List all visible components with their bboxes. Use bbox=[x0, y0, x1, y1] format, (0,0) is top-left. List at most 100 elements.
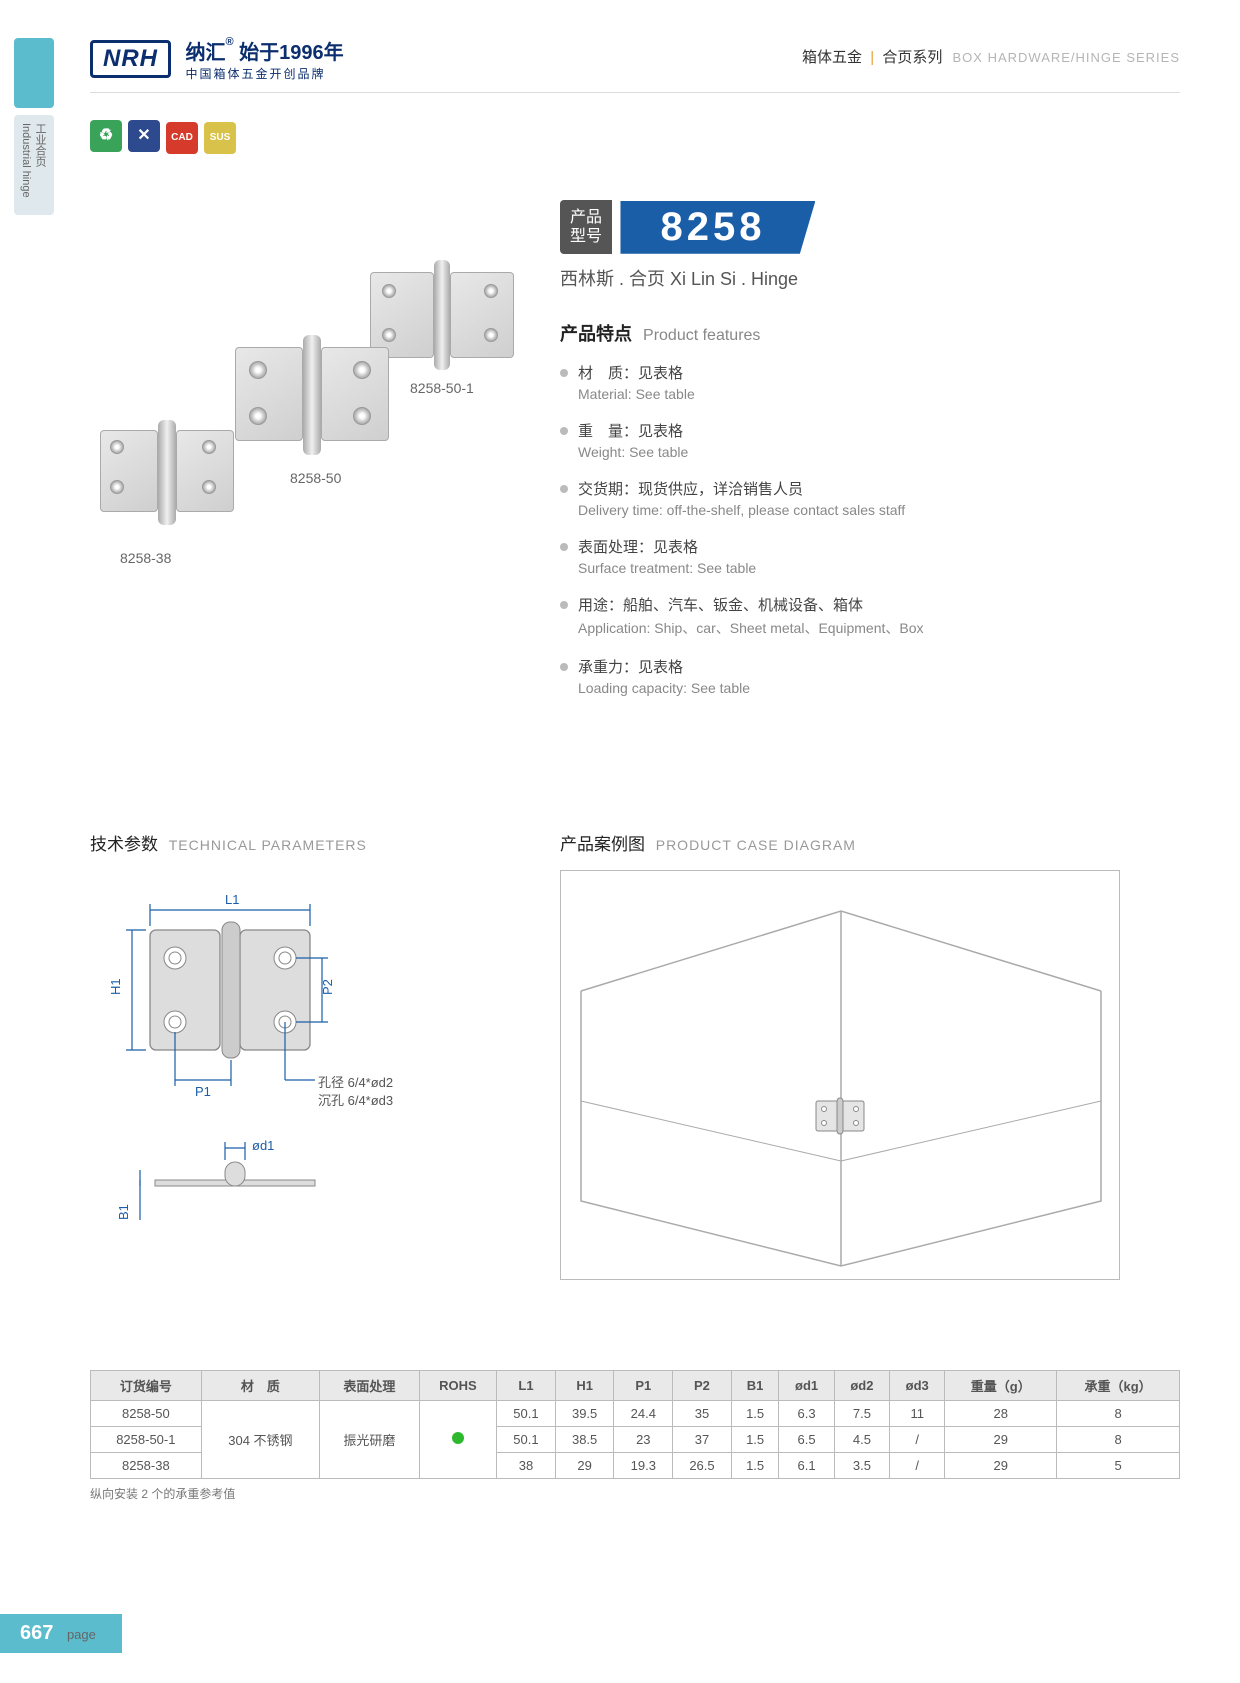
feature-en: Application: Ship、car、Sheet metal、Equipm… bbox=[578, 618, 1160, 638]
cell-value: 3.5 bbox=[834, 1453, 889, 1479]
table-row: 8258-50304 不锈钢振光研磨50.139.524.4351.56.37.… bbox=[91, 1401, 1180, 1427]
dim-od1: ød1 bbox=[252, 1138, 274, 1153]
cell-value: 28 bbox=[945, 1401, 1057, 1427]
product-number-block: 产品 型号 8258 bbox=[560, 200, 815, 254]
cell-value: 19.3 bbox=[614, 1453, 673, 1479]
features-title-cn: 产品特点 bbox=[560, 324, 632, 344]
logo-mark: NRH bbox=[90, 40, 171, 78]
feature-cn: 材 质：见表格 bbox=[578, 362, 1160, 383]
case-header-cn: 产品案例图 bbox=[560, 835, 645, 854]
features-title-en: Product features bbox=[643, 327, 760, 344]
cell-value: 50.1 bbox=[497, 1401, 556, 1427]
feature-item: 表面处理：见表格 Surface treatment: See table bbox=[560, 536, 1160, 576]
cell-value: 35 bbox=[673, 1401, 732, 1427]
variant-label: 8258-38 bbox=[120, 550, 171, 566]
cell-value: 7.5 bbox=[834, 1401, 889, 1427]
spec-table: 订货编号材 质表面处理ROHSL1H1P1P2B1ød1ød2ød3重量（g）承… bbox=[90, 1370, 1180, 1479]
feature-item: 重 量：见表格 Weight: See table bbox=[560, 420, 1160, 460]
cell-value: 29 bbox=[555, 1453, 614, 1479]
feature-en: Surface treatment: See table bbox=[578, 560, 1160, 576]
feature-cn: 交货期：现货供应，详洽销售人员 bbox=[578, 478, 1160, 499]
table-note: 纵向安装 2 个的承重参考值 bbox=[90, 1485, 1180, 1502]
table-header: P2 bbox=[673, 1371, 732, 1401]
cell-value: 39.5 bbox=[555, 1401, 614, 1427]
feature-cn: 表面处理：见表格 bbox=[578, 536, 1160, 557]
feature-en: Delivery time: off-the-shelf, please con… bbox=[578, 502, 1160, 518]
cell-value: 8 bbox=[1057, 1401, 1180, 1427]
feature-en: Loading capacity: See table bbox=[578, 680, 1160, 696]
table-header: 承重（kg） bbox=[1057, 1371, 1180, 1401]
cell-value: 11 bbox=[890, 1401, 945, 1427]
logo: NRH 纳汇® 始于1996年 中国箱体五金开创品牌 bbox=[90, 36, 344, 82]
hinge-illustration bbox=[235, 335, 395, 455]
hole-note-2: 沉孔 6/4*ød3 bbox=[318, 1090, 393, 1109]
feature-icon: ✕ bbox=[128, 120, 160, 152]
hole-note-1: 孔径 6/4*ød2 bbox=[318, 1072, 393, 1091]
features-title: 产品特点 Product features bbox=[560, 320, 1160, 346]
hinge-illustration bbox=[100, 420, 240, 525]
tech-header-en: TECHNICAL PARAMETERS bbox=[169, 837, 367, 853]
cell-id: 8258-50-1 bbox=[91, 1427, 202, 1453]
variant-label: 8258-50-1 bbox=[410, 380, 474, 396]
case-diagram-header: 产品案例图 PRODUCT CASE DIAGRAM bbox=[560, 830, 856, 855]
feature-icon: SUS bbox=[204, 122, 236, 154]
cell-value: 29 bbox=[945, 1453, 1057, 1479]
feature-item: 用途：船舶、汽车、钣金、机械设备、箱体 Application: Ship、car… bbox=[560, 594, 1160, 638]
feature-en: Material: See table bbox=[578, 386, 1160, 402]
page-header: NRH 纳汇® 始于1996年 中国箱体五金开创品牌 箱体五金 | 合页系列 B… bbox=[90, 36, 1180, 96]
product-features: 产品特点 Product features 材 质：见表格 Material: S… bbox=[560, 320, 1160, 714]
product-number: 8258 bbox=[620, 201, 815, 254]
feature-cn: 承重力：见表格 bbox=[578, 656, 1160, 677]
dim-B1: B1 bbox=[116, 1204, 131, 1220]
spec-table-wrap: 订货编号材 质表面处理ROHSL1H1P1P2B1ød1ød2ød3重量（g）承… bbox=[90, 1370, 1180, 1502]
feature-cn: 用途：船舶、汽车、钣金、机械设备、箱体 bbox=[578, 594, 1160, 615]
table-header: ød2 bbox=[834, 1371, 889, 1401]
icon-strip: ♻✕CADSUS bbox=[90, 120, 242, 154]
tech-params-header: 技术参数 TECHNICAL PARAMETERS bbox=[90, 830, 367, 855]
feature-item: 材 质：见表格 Material: See table bbox=[560, 362, 1160, 402]
tech-header-cn: 技术参数 bbox=[90, 835, 158, 854]
header-rule bbox=[90, 92, 1180, 93]
dim-L1: L1 bbox=[225, 892, 239, 907]
feature-item: 承重力：见表格 Loading capacity: See table bbox=[560, 656, 1160, 696]
product-image-area: 8258-50-1 8258-50 8258-38 bbox=[90, 260, 530, 640]
page-number-badge: 667 page bbox=[0, 1614, 122, 1653]
cell-value: 38 bbox=[497, 1453, 556, 1479]
header-cat-1: 箱体五金 bbox=[802, 49, 862, 66]
table-header: B1 bbox=[731, 1371, 779, 1401]
page-label: page bbox=[67, 1627, 96, 1642]
brand-tagline: 中国箱体五金开创品牌 bbox=[185, 65, 343, 82]
page-number: 667 bbox=[20, 1622, 53, 1644]
table-header: 表面处理 bbox=[320, 1371, 420, 1401]
feature-icon: CAD bbox=[166, 122, 198, 154]
cell-value: 26.5 bbox=[673, 1453, 732, 1479]
divider: | bbox=[870, 49, 874, 66]
cell-surface: 振光研磨 bbox=[320, 1401, 420, 1479]
table-header: P1 bbox=[614, 1371, 673, 1401]
cell-value: 6.1 bbox=[779, 1453, 834, 1479]
product-number-label: 产品 型号 bbox=[560, 200, 612, 254]
cell-id: 8258-38 bbox=[91, 1453, 202, 1479]
cell-value: 1.5 bbox=[731, 1453, 779, 1479]
cell-value: 29 bbox=[945, 1427, 1057, 1453]
table-header: L1 bbox=[497, 1371, 556, 1401]
cell-value: 8 bbox=[1057, 1427, 1180, 1453]
cell-value: 5 bbox=[1057, 1453, 1180, 1479]
header-cat-en: BOX HARDWARE/HINGE SERIES bbox=[953, 50, 1181, 65]
header-category: 箱体五金 | 合页系列 BOX HARDWARE/HINGE SERIES bbox=[802, 46, 1180, 67]
feature-item: 交货期：现货供应，详洽销售人员 Delivery time: off-the-sh… bbox=[560, 478, 1160, 518]
table-header: 重量（g） bbox=[945, 1371, 1057, 1401]
cell-value: 50.1 bbox=[497, 1427, 556, 1453]
feature-en: Weight: See table bbox=[578, 444, 1160, 460]
feature-cn: 重 量：见表格 bbox=[578, 420, 1160, 441]
cell-value: 1.5 bbox=[731, 1427, 779, 1453]
dim-P2: P2 bbox=[320, 979, 335, 995]
table-header: H1 bbox=[555, 1371, 614, 1401]
cell-value: 37 bbox=[673, 1427, 732, 1453]
variant-label: 8258-50 bbox=[290, 470, 341, 486]
table-header: 订货编号 bbox=[91, 1371, 202, 1401]
cell-value: 38.5 bbox=[555, 1427, 614, 1453]
cell-rohs bbox=[419, 1401, 496, 1479]
side-tab-accent bbox=[14, 38, 54, 108]
rohs-dot-icon bbox=[452, 1432, 464, 1444]
